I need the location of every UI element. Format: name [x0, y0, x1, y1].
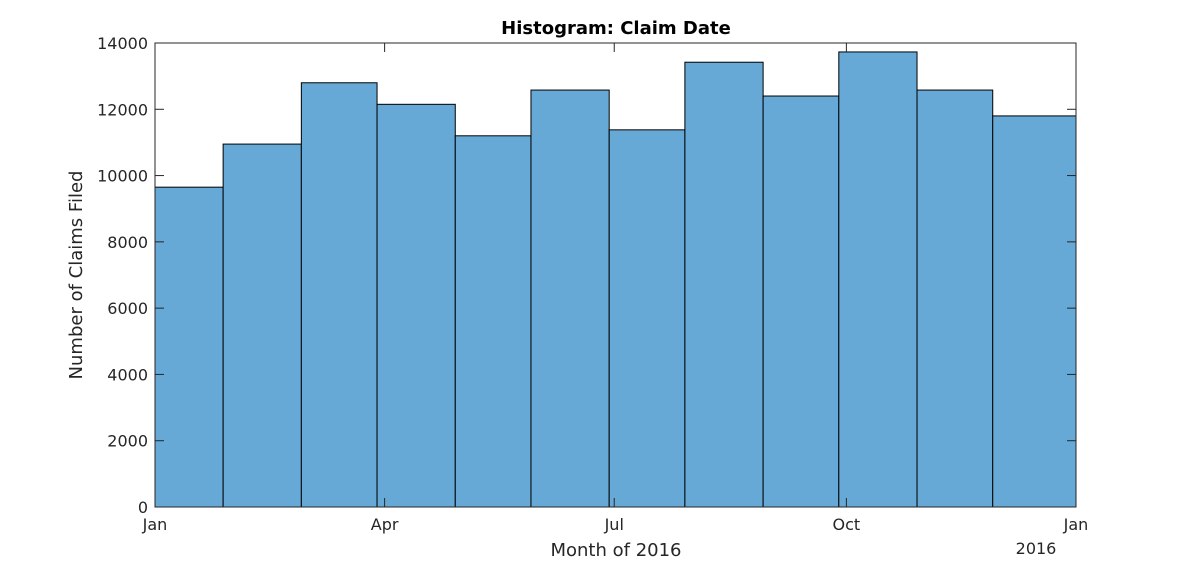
histogram-bar — [762, 95, 840, 508]
x-tick-label: Jan — [1063, 515, 1089, 534]
ticks-group: 0 2000 4000 6000 8000 10000 12000 14000 Jan Apr Ju… — [97, 34, 1088, 534]
histogram-bar — [992, 115, 1077, 508]
chart-title: Histogram: Claim Date — [501, 18, 731, 39]
x-tick-label: Apr — [371, 515, 399, 534]
y-tick-label: 14000 — [97, 34, 148, 53]
histogram-bar — [300, 82, 378, 508]
histogram-bar — [222, 143, 302, 508]
bars-group — [154, 51, 1077, 508]
histogram-bar — [454, 135, 532, 508]
x-tick-label: Oct — [833, 515, 861, 534]
y-tick-label: 2000 — [107, 432, 148, 451]
histogram-bar — [154, 186, 224, 508]
y-tick-label: 6000 — [107, 299, 148, 318]
x-axis-year-label: 2016 — [1016, 539, 1057, 558]
histogram-bar — [838, 51, 918, 508]
x-axis-label: Month of 2016 — [550, 540, 681, 561]
histogram-bar — [376, 103, 456, 508]
y-tick-label: 4000 — [107, 365, 148, 384]
histogram-bar — [916, 89, 994, 508]
y-tick-label: 10000 — [97, 167, 148, 186]
histogram-bar — [530, 89, 610, 508]
plot-area-box — [154, 42, 1077, 508]
x-tick-label: Jul — [604, 515, 624, 534]
y-tick-label: 8000 — [107, 233, 148, 252]
y-tick-label: 0 — [138, 498, 148, 517]
x-tick-label: Jan — [142, 515, 168, 534]
histogram-bar — [608, 129, 686, 508]
y-tick-label: 12000 — [97, 100, 148, 119]
histogram-bar — [684, 61, 764, 508]
y-axis-label: Number of Claims Filed — [66, 171, 87, 380]
